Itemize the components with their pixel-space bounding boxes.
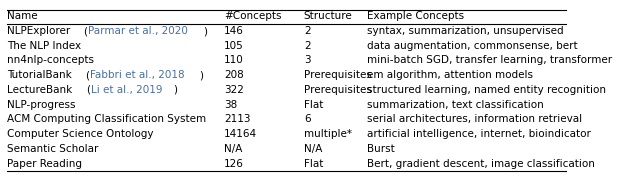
Text: multiple*: multiple* bbox=[304, 129, 352, 139]
Text: Burst: Burst bbox=[367, 144, 394, 154]
Text: (: ( bbox=[85, 70, 90, 80]
Text: Flat: Flat bbox=[304, 159, 323, 169]
Text: serial architectures, information retrieval: serial architectures, information retrie… bbox=[367, 114, 582, 124]
Text: The NLP Index: The NLP Index bbox=[7, 41, 81, 51]
Text: 208: 208 bbox=[224, 70, 244, 80]
Text: 126: 126 bbox=[224, 159, 244, 169]
Text: Computer Science Ontology: Computer Science Ontology bbox=[7, 129, 154, 139]
Text: 38: 38 bbox=[224, 100, 237, 110]
Text: Prerequisites: Prerequisites bbox=[304, 85, 372, 95]
Text: data augmentation, commonsense, bert: data augmentation, commonsense, bert bbox=[367, 41, 577, 51]
Text: syntax, summarization, unsupervised: syntax, summarization, unsupervised bbox=[367, 26, 563, 36]
Text: 2: 2 bbox=[304, 26, 310, 36]
Text: mini-batch SGD, transfer learning, transformer: mini-batch SGD, transfer learning, trans… bbox=[367, 55, 612, 65]
Text: nn4nlp-concepts: nn4nlp-concepts bbox=[7, 55, 94, 65]
Text: ): ) bbox=[203, 26, 207, 36]
Text: Semantic Scholar: Semantic Scholar bbox=[7, 144, 99, 154]
Text: Fabbri et al., 2018: Fabbri et al., 2018 bbox=[90, 70, 184, 80]
Text: (: ( bbox=[84, 26, 88, 36]
Text: 322: 322 bbox=[224, 85, 244, 95]
Text: ): ) bbox=[199, 70, 203, 80]
Text: (: ( bbox=[86, 85, 90, 95]
Text: LectureBank: LectureBank bbox=[7, 85, 76, 95]
Text: artificial intelligence, internet, bioindicator: artificial intelligence, internet, bioin… bbox=[367, 129, 591, 139]
Text: ACM Computing Classification System: ACM Computing Classification System bbox=[7, 114, 206, 124]
Text: 6: 6 bbox=[304, 114, 310, 124]
Text: Name: Name bbox=[7, 11, 38, 21]
Text: 14164: 14164 bbox=[224, 129, 257, 139]
Text: Paper Reading: Paper Reading bbox=[7, 159, 82, 169]
Text: #Concepts: #Concepts bbox=[224, 11, 282, 21]
Text: 2113: 2113 bbox=[224, 114, 250, 124]
Text: Parmar et al., 2020: Parmar et al., 2020 bbox=[88, 26, 188, 36]
Text: NLP-progress: NLP-progress bbox=[7, 100, 76, 110]
Text: em algorithm, attention models: em algorithm, attention models bbox=[367, 70, 532, 80]
Text: structured learning, named entity recognition: structured learning, named entity recogn… bbox=[367, 85, 605, 95]
Text: N/A: N/A bbox=[304, 144, 322, 154]
Text: NLPExplorer: NLPExplorer bbox=[7, 26, 74, 36]
Text: Structure: Structure bbox=[304, 11, 353, 21]
Text: Example Concepts: Example Concepts bbox=[367, 11, 464, 21]
Text: Li et al., 2019: Li et al., 2019 bbox=[90, 85, 162, 95]
Text: 110: 110 bbox=[224, 55, 244, 65]
Text: 3: 3 bbox=[304, 55, 310, 65]
Text: ): ) bbox=[173, 85, 177, 95]
Text: Prerequisites: Prerequisites bbox=[304, 70, 372, 80]
Text: 105: 105 bbox=[224, 41, 244, 51]
Text: N/A: N/A bbox=[224, 144, 243, 154]
Text: 146: 146 bbox=[224, 26, 244, 36]
Text: Flat: Flat bbox=[304, 100, 323, 110]
Text: TutorialBank: TutorialBank bbox=[7, 70, 75, 80]
Text: summarization, text classification: summarization, text classification bbox=[367, 100, 543, 110]
Text: Bert, gradient descent, image classification: Bert, gradient descent, image classifica… bbox=[367, 159, 595, 169]
Text: 2: 2 bbox=[304, 41, 310, 51]
